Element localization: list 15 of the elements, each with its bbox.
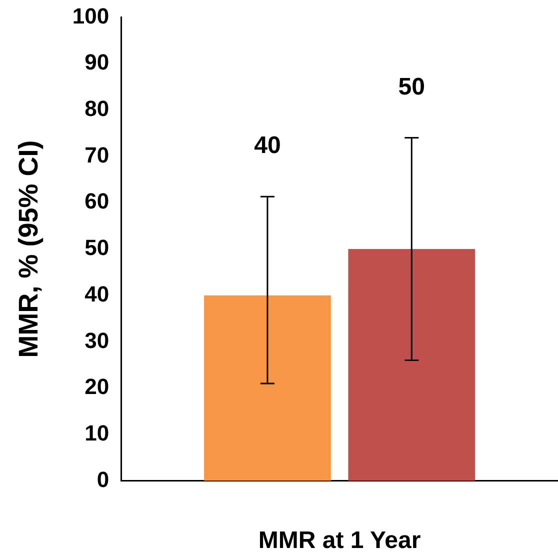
y-tick-label: 50 [84, 235, 110, 260]
y-tick-label: 10 [84, 420, 110, 446]
x-axis-title: MMR at 1 Year [258, 527, 421, 554]
y-tick-label: 20 [84, 374, 110, 400]
y-tick-label: 90 [84, 50, 110, 75]
annotation: 40 [254, 132, 281, 160]
y-tick-label: 60 [84, 188, 110, 214]
y-tick-label: 70 [84, 142, 110, 168]
y-tick-label: 100 [72, 3, 110, 28]
y-axis-title: MMR, % (95% CI) [14, 140, 44, 358]
annotation: 50 [398, 73, 425, 100]
y-tick-label: 40 [84, 281, 110, 306]
y-tick-label: 0 [96, 466, 110, 492]
y-tick-label: 30 [84, 328, 110, 353]
y-tick-label: 80 [84, 96, 110, 121]
